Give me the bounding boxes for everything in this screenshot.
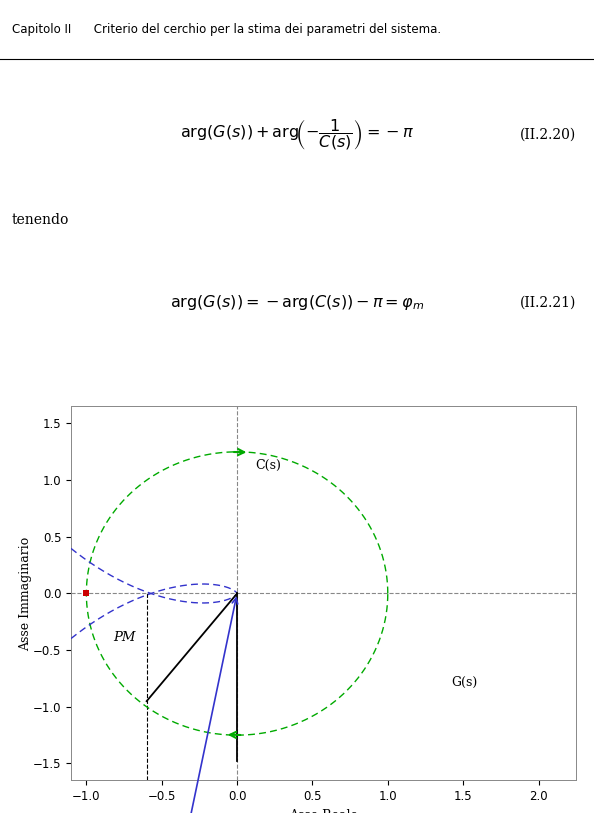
Text: $\mathrm{arg}(G(s)) = -\mathrm{arg}(C(s)) - \pi = \varphi_m$: $\mathrm{arg}(G(s)) = -\mathrm{arg}(C(s)… bbox=[170, 293, 424, 312]
Text: tenendo: tenendo bbox=[12, 213, 69, 227]
Text: PM: PM bbox=[113, 631, 136, 644]
Text: C(s): C(s) bbox=[255, 459, 281, 472]
X-axis label: Asse Reale: Asse Reale bbox=[289, 809, 358, 813]
Text: (II.2.21): (II.2.21) bbox=[520, 295, 576, 310]
Text: Capitolo II      Criterio del cerchio per la stima dei parametri del sistema.: Capitolo II Criterio del cerchio per la … bbox=[12, 24, 441, 37]
Text: G(s): G(s) bbox=[451, 676, 478, 689]
Text: (II.2.20): (II.2.20) bbox=[520, 128, 576, 141]
Y-axis label: Asse Immaginario: Asse Immaginario bbox=[18, 537, 31, 650]
Text: $\mathrm{arg}(G(s)) + \mathrm{arg}\!\left(-\dfrac{1}{C(s)}\right) = -\pi$: $\mathrm{arg}(G(s)) + \mathrm{arg}\!\lef… bbox=[180, 117, 414, 152]
